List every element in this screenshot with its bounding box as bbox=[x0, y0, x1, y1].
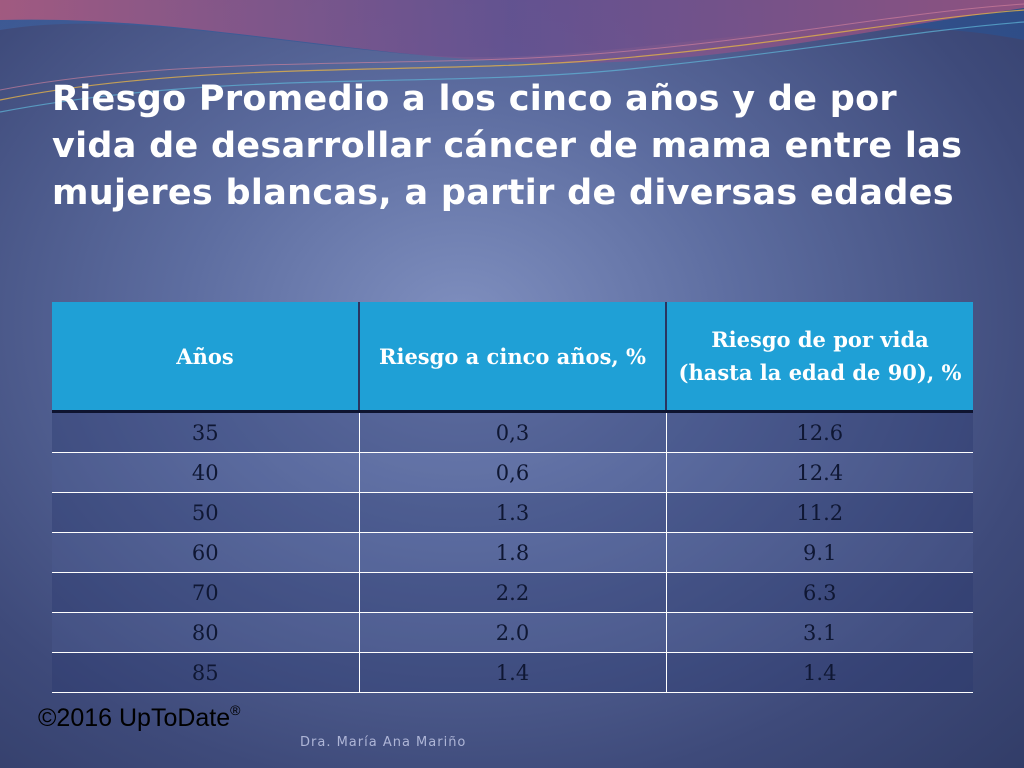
cell-lifetime-risk: 3.1 bbox=[666, 612, 973, 653]
cell-five-year-risk: 0,3 bbox=[359, 411, 667, 453]
cell-age: 70 bbox=[52, 572, 360, 613]
registered-mark: ® bbox=[230, 702, 241, 718]
header-lifetime-risk: Riesgo de por vida (hasta la edad de 90)… bbox=[666, 302, 973, 413]
decorative-waves bbox=[0, 0, 1024, 113]
header-age: Años bbox=[52, 302, 360, 413]
cell-five-year-risk: 1.4 bbox=[359, 652, 667, 693]
cell-age: 60 bbox=[52, 532, 360, 573]
cell-lifetime-risk: 12.6 bbox=[666, 411, 973, 453]
cell-age: 50 bbox=[52, 492, 360, 533]
cell-age: 85 bbox=[52, 652, 360, 693]
slide-title: Riesgo Promedio a los cinco años y de po… bbox=[52, 79, 963, 213]
cell-lifetime-risk: 11.2 bbox=[666, 492, 973, 533]
table-row: 35 0,3 12.6 bbox=[52, 411, 973, 453]
table-row: 60 1.8 9.1 bbox=[52, 532, 973, 573]
cell-five-year-risk: 2.0 bbox=[359, 612, 667, 653]
table-header-row: Años Riesgo a cinco años, % Riesgo de po… bbox=[52, 302, 973, 413]
author-credit: Dra. María Ana Mariño bbox=[300, 735, 467, 750]
table-row: 85 1.4 1.4 bbox=[52, 652, 973, 693]
cell-lifetime-risk: 12.4 bbox=[666, 452, 973, 493]
cell-five-year-risk: 1.8 bbox=[359, 532, 667, 573]
table-row: 80 2.0 3.1 bbox=[52, 612, 973, 653]
risk-table: Años Riesgo a cinco años, % Riesgo de po… bbox=[52, 302, 973, 693]
cell-five-year-risk: 0,6 bbox=[359, 452, 667, 493]
table-row: 50 1.3 11.2 bbox=[52, 492, 973, 533]
cell-five-year-risk: 2.2 bbox=[359, 572, 667, 613]
risk-table-container: Años Riesgo a cinco años, % Riesgo de po… bbox=[52, 302, 973, 693]
cell-lifetime-risk: 6.3 bbox=[666, 572, 973, 613]
cell-age: 80 bbox=[52, 612, 360, 653]
cell-lifetime-risk: 1.4 bbox=[666, 652, 973, 693]
copyright-text: ©2016 UpToDate bbox=[38, 704, 231, 732]
table-row: 40 0,6 12.4 bbox=[52, 452, 973, 493]
copyright-notice: ©2016 UpToDate® bbox=[38, 702, 240, 733]
table-row: 70 2.2 6.3 bbox=[52, 572, 973, 613]
header-five-year-risk: Riesgo a cinco años, % bbox=[359, 302, 667, 413]
cell-age: 35 bbox=[52, 411, 360, 453]
cell-five-year-risk: 1.3 bbox=[359, 492, 667, 533]
cell-age: 40 bbox=[52, 452, 360, 493]
cell-lifetime-risk: 9.1 bbox=[666, 532, 973, 573]
